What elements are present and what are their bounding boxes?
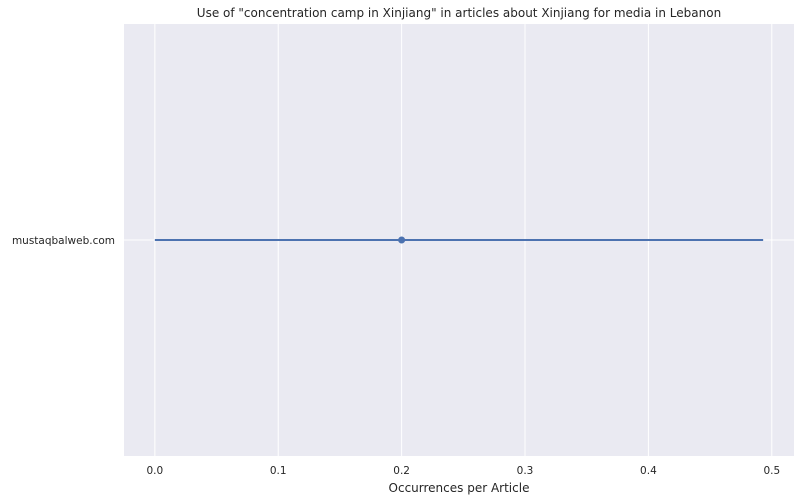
- x-axis-label: Occurrences per Article: [389, 481, 530, 495]
- x-tick-label: 0.5: [763, 465, 780, 477]
- chart-marks: [154, 236, 764, 244]
- data-point: [398, 236, 406, 244]
- x-tick-label: 0.4: [640, 465, 657, 477]
- chart-title: Use of "concentration camp in Xinjiang" …: [197, 6, 721, 20]
- x-tick-label: 0.3: [517, 465, 534, 477]
- x-tick-label: 0.1: [270, 465, 287, 477]
- x-tick-labels: 0.0 0.1 0.2 0.3 0.4 0.5: [146, 465, 780, 477]
- y-tick-labels: mustaqbalweb.com: [12, 235, 115, 247]
- x-tick-label: 0.2: [393, 465, 410, 477]
- x-tick-label: 0.0: [146, 465, 163, 477]
- y-tick-label: mustaqbalweb.com: [12, 235, 115, 247]
